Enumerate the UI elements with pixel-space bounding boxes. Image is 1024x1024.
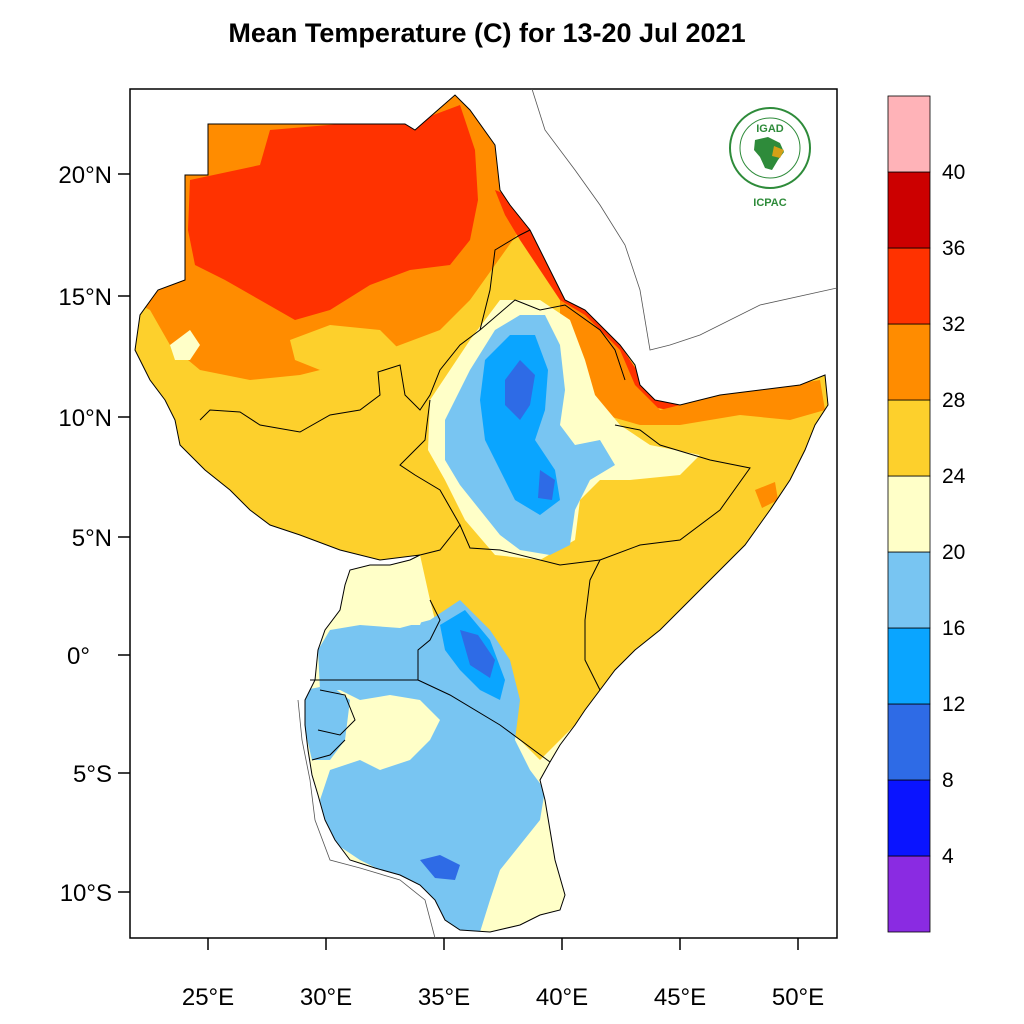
lat-label: 20°N [58,162,112,189]
colorbar-label: 24 [942,465,966,488]
colorbar-swatch [887,551,931,629]
igad-logo: IGAD ICPAC [729,107,811,209]
field-8-12-kenya [460,630,495,678]
colorbar-label: 20 [942,541,965,564]
field-24-28-sudan-blob [290,325,400,370]
colorbar-swatch [887,779,931,857]
colorbar-swatch [887,171,931,249]
axis-ticks [118,173,799,950]
lon-label: 40°E [536,984,588,1011]
colorbar-swatch [887,323,931,401]
colorbar-label: 36 [942,237,965,260]
lat-label: 0° [67,643,90,670]
lon-label: 30°E [300,984,352,1011]
lat-label: 5°N [72,525,112,552]
lat-label: 10°S [60,880,112,907]
field-8-12-highlands-2 [538,470,555,500]
lon-label: 25°E [182,984,234,1011]
lon-label: 50°E [772,984,824,1011]
colorbar-swatch [887,399,931,477]
colorbar-label: 4 [942,845,954,868]
colorbar-swatch [887,247,931,325]
field-20-24-sudan-patch [170,330,200,360]
colorbar-swatch [887,95,931,173]
colorbar-swatch [887,703,931,781]
colorbar-swatch [887,627,931,705]
field-12-16-tanzania [420,855,460,880]
lat-label: 10°N [58,405,112,432]
colorbar: 4 8 12 16 20 24 28 32 36 40 [887,95,966,933]
field-28-32-somalia-patch [755,482,778,508]
africa-map-icon [754,137,784,170]
colorbar-swatch [887,475,931,553]
lat-label: 15°N [58,284,112,311]
colorbar-label: 40 [942,161,965,184]
colorbar-label: 28 [942,389,965,412]
lon-tick-labels: 25°E 30°E 35°E 40°E 45°E 50°E [182,984,824,1011]
lon-label: 35°E [418,984,470,1011]
field-28-32-afar [560,300,825,425]
field-32-36-sahara [188,105,478,320]
lon-label: 45°E [654,984,706,1011]
field-16-20-western [305,685,350,760]
horn-highlight-icon [772,146,784,158]
country-borders [134,94,829,933]
colorbar-label: 12 [942,693,965,716]
logo-caption: ICPAC [753,197,786,209]
logo-name: IGAD [756,123,784,135]
colorbar-swatch [887,855,931,933]
colorbar-label: 16 [942,617,965,640]
colorbar-label: 32 [942,313,965,336]
lat-tick-labels: 20°N 15°N 10°N 5°N 0° 5°S 10°S [58,162,112,907]
field-20-24-uganda [340,565,430,625]
field-8-12-highlands [505,360,535,420]
lat-label: 5°S [73,761,112,788]
map-title: Mean Temperature (C) for 13-20 Jul 2021 [228,18,746,48]
colorbar-label: 8 [942,769,954,792]
